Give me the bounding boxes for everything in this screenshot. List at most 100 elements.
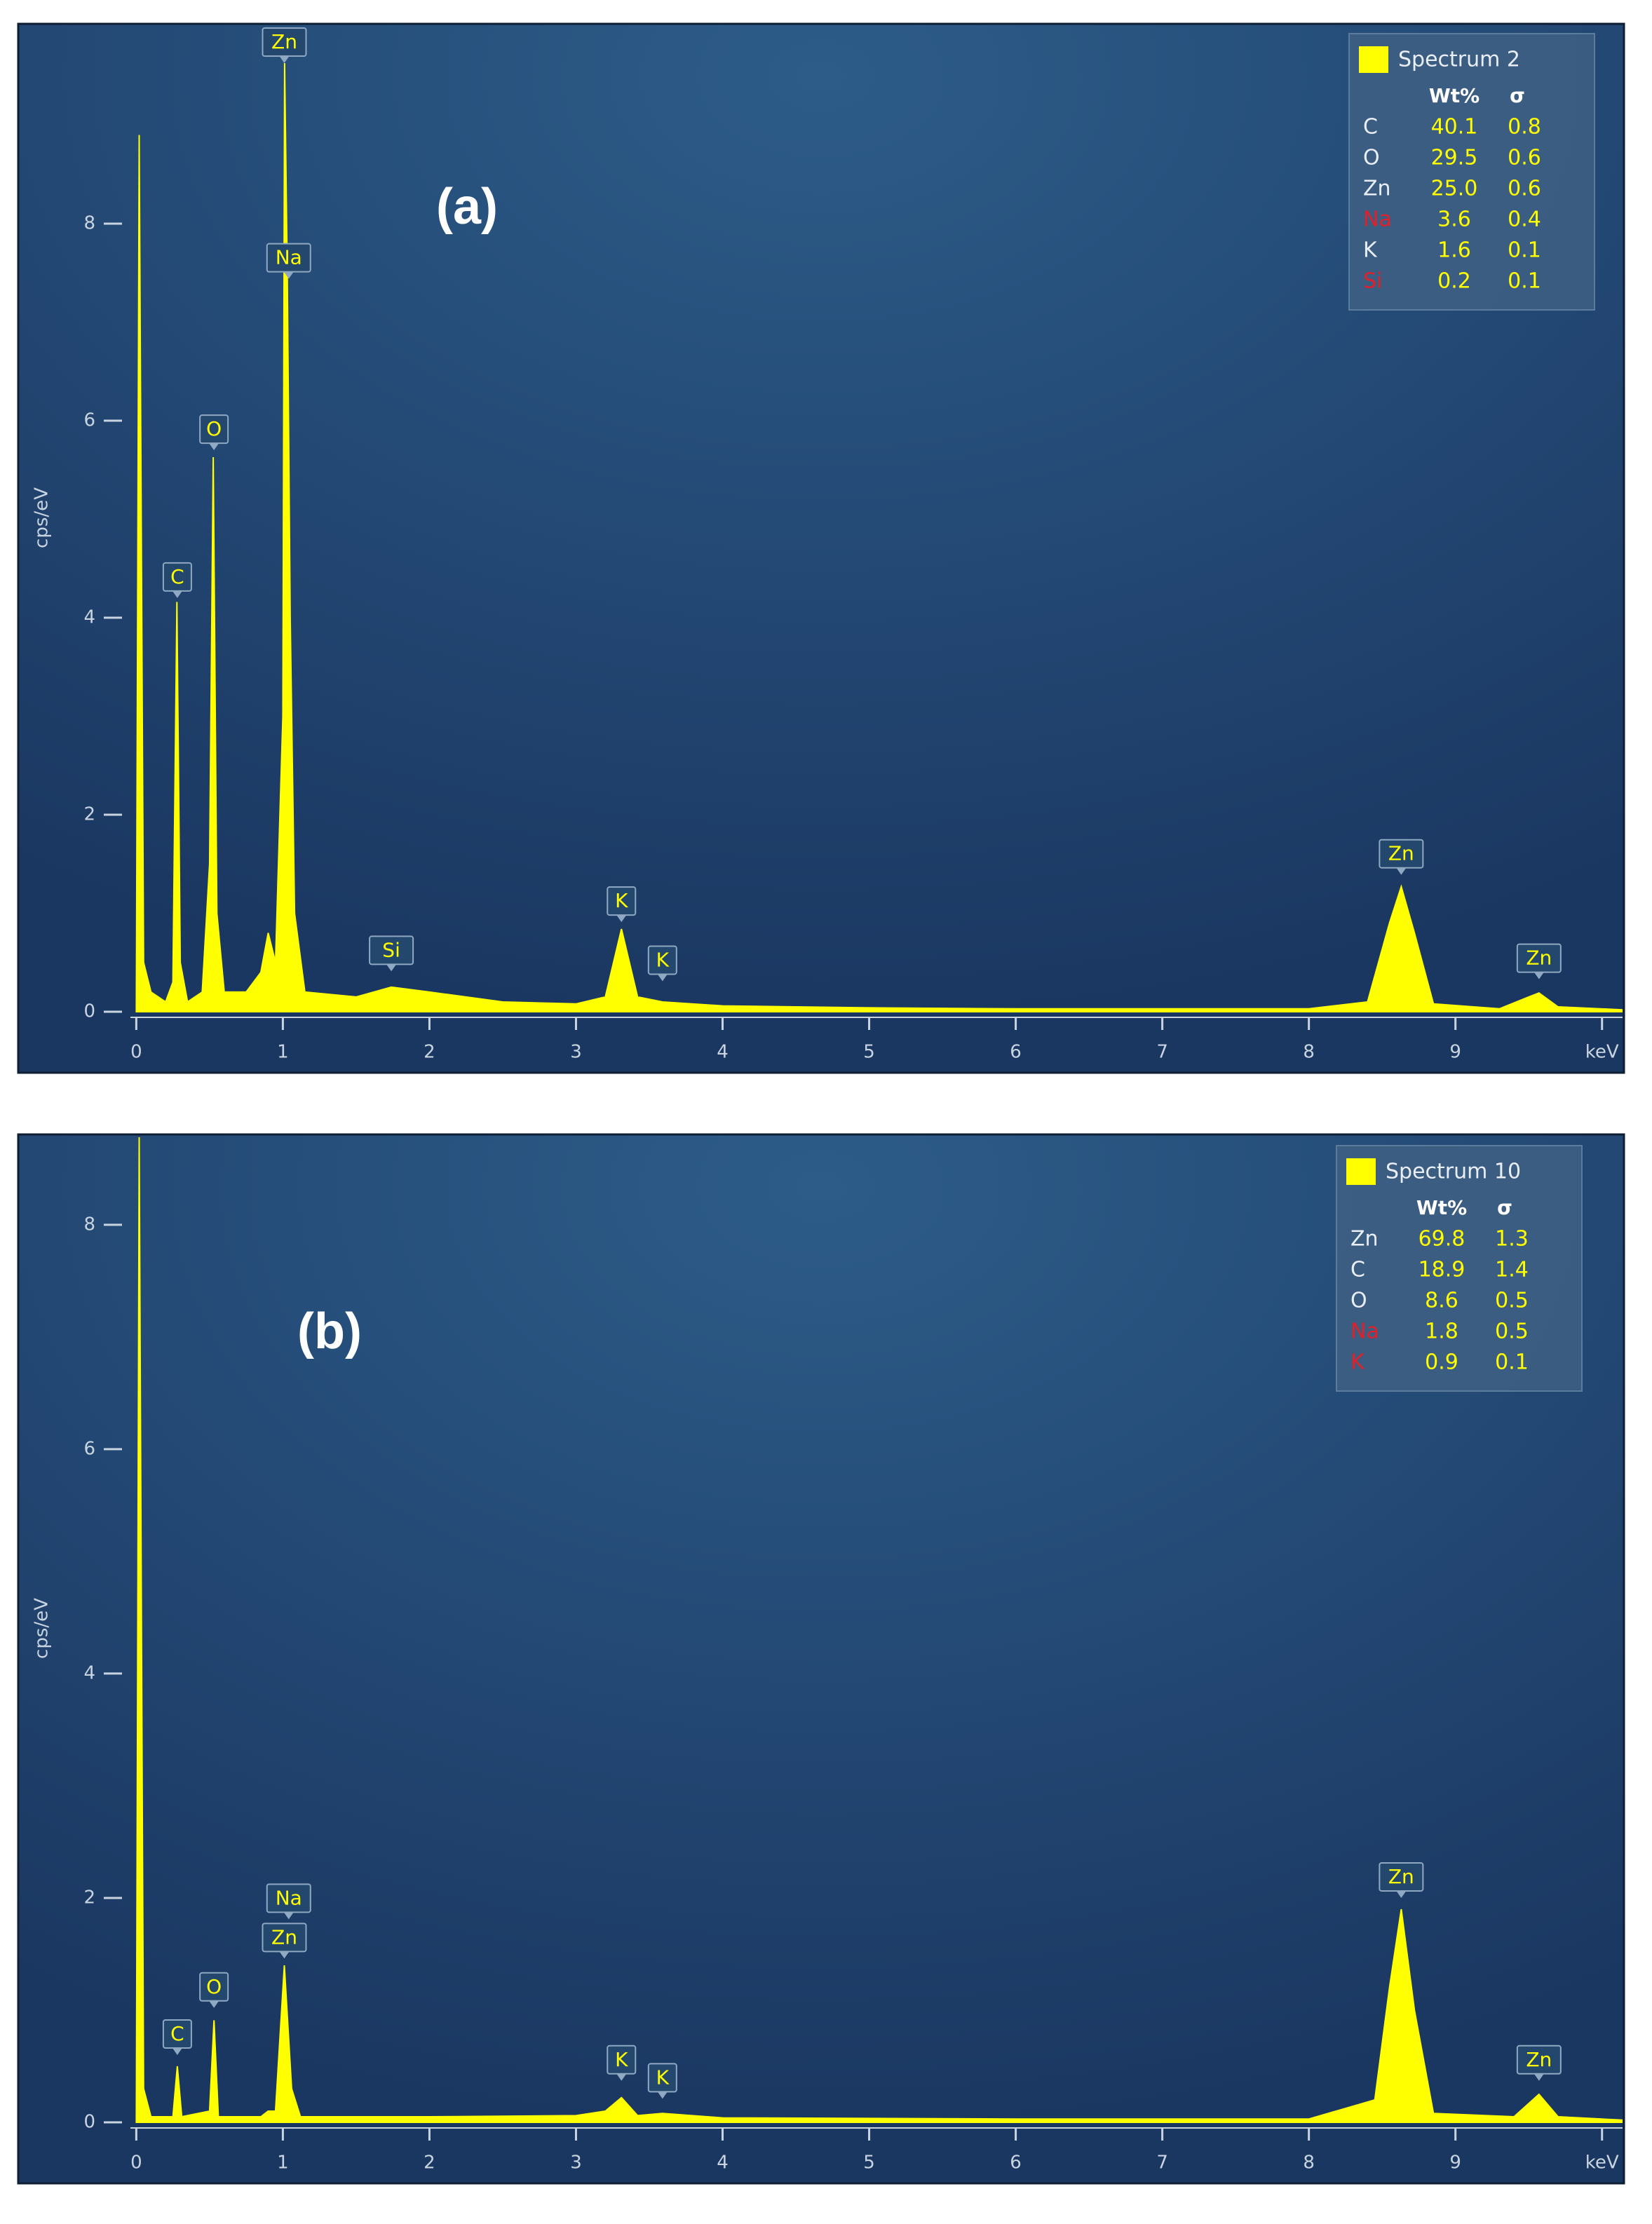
legend-column: Wt% — [1429, 84, 1480, 107]
peak-label: O — [206, 417, 222, 440]
peak-pointer — [209, 443, 219, 451]
peak-pointer — [172, 590, 182, 598]
peak-pointer — [657, 974, 668, 982]
peak-label-box — [1516, 2045, 1562, 2075]
legend-sigma: 0.6 — [1508, 146, 1541, 170]
y-tick-label: 0 — [83, 2112, 95, 2133]
x-tick-label: 9 — [1449, 1042, 1461, 1063]
peak-label: K — [656, 2066, 670, 2089]
peak-label: C — [170, 565, 184, 588]
legend-wt: 18.9 — [1419, 1258, 1465, 1282]
legend-element: Zn — [1350, 1227, 1379, 1252]
x-tick-label: 1 — [277, 1042, 289, 1063]
legend-element: O — [1350, 1289, 1367, 1313]
x-tick-label: 1 — [277, 2152, 289, 2174]
x-tick-label: 0 — [130, 1042, 142, 1063]
x-tick-label: 4 — [717, 1042, 729, 1063]
legend-name: Spectrum 10 — [1386, 1160, 1521, 1184]
x-tick-label: 6 — [1010, 2152, 1022, 2174]
peak-pointer — [1533, 2073, 1544, 2081]
legend-wt: 3.6 — [1437, 208, 1471, 232]
legend-sigma: 0.8 — [1508, 115, 1541, 140]
legend-swatch — [1346, 1158, 1376, 1185]
legend-column: σ — [1510, 84, 1525, 107]
peak-label: Zn — [1388, 1865, 1414, 1888]
legend-element: Na — [1350, 1320, 1379, 1344]
y-tick-label: 8 — [83, 213, 95, 234]
legend-sigma: 0.6 — [1508, 177, 1541, 201]
y-axis-label: cps/eV — [32, 1598, 53, 1659]
legend-wt: 29.5 — [1431, 146, 1478, 170]
legend-element: C — [1363, 115, 1378, 140]
peak-pointer — [616, 2073, 627, 2081]
legend-wt: 1.8 — [1425, 1320, 1458, 1344]
y-tick-label: 4 — [83, 607, 95, 628]
x-tick-label: 3 — [570, 1042, 582, 1063]
x-tick-label: keV — [1585, 1042, 1619, 1063]
peak-label: Si — [382, 938, 400, 961]
peak-label: Zn — [1526, 2048, 1552, 2071]
legend-box — [1336, 1145, 1583, 1392]
spectrum-area — [135, 1137, 1623, 2123]
x-tick-label: 0 — [130, 2152, 142, 2174]
legend-sigma: 1.4 — [1495, 1258, 1529, 1282]
legend-element: O — [1363, 146, 1380, 170]
legend-sigma: 0.1 — [1495, 1350, 1529, 1375]
peak-pointer — [283, 271, 294, 279]
y-tick-label: 6 — [83, 1438, 95, 1459]
spectrum-area — [135, 62, 1623, 1012]
peak-pointer — [386, 964, 397, 972]
peak-label: K — [615, 2048, 628, 2071]
x-tick-label: 3 — [570, 2152, 582, 2174]
x-tick-label: 7 — [1156, 1042, 1168, 1063]
x-tick-label: 6 — [1010, 1042, 1022, 1063]
peak-pointer — [657, 2091, 668, 2099]
peak-label: C — [170, 2022, 184, 2045]
y-axis-label: cps/eV — [32, 487, 53, 548]
peak-label: Na — [276, 1886, 302, 1909]
x-tick-label: 5 — [863, 1042, 875, 1063]
x-tick-label: 9 — [1449, 2152, 1461, 2174]
legend-element: K — [1363, 238, 1378, 263]
legend-wt: 40.1 — [1431, 115, 1478, 140]
legend-wt: 1.6 — [1437, 238, 1471, 263]
x-tick-label: 4 — [717, 2152, 729, 2174]
panel-label: (b) — [297, 1303, 362, 1360]
legend-element: Zn — [1363, 177, 1391, 201]
peak-pointer — [1396, 867, 1407, 875]
peak-label: Zn — [271, 30, 297, 53]
peak-label: Na — [276, 246, 302, 269]
legend-element: Na — [1363, 208, 1392, 232]
legend-sigma: 0.1 — [1508, 238, 1541, 263]
legend-sigma: 0.5 — [1495, 1320, 1529, 1344]
legend-wt: 0.2 — [1437, 269, 1471, 294]
legend-column: σ — [1497, 1196, 1512, 1219]
x-tick-label: keV — [1585, 2152, 1619, 2174]
legend-wt: 0.9 — [1425, 1350, 1458, 1375]
peak-label: K — [656, 948, 670, 971]
panel: 0 1 2 3 4 5 6 7 8 9 keV02468cps/eVZnNaOCSiKKZnZn(a… — [17, 22, 1625, 1074]
x-tick-label: 7 — [1156, 2152, 1168, 2174]
y-tick-label: 4 — [83, 1662, 95, 1683]
peak-pointer — [172, 2047, 182, 2055]
peak-label: O — [206, 1975, 222, 1998]
y-tick-label: 2 — [83, 804, 95, 825]
legend-element: K — [1350, 1350, 1365, 1375]
y-tick-label: 6 — [83, 410, 95, 431]
y-tick-label: 2 — [83, 1887, 95, 1908]
x-tick-label: 2 — [424, 1042, 435, 1063]
legend-swatch — [1359, 46, 1388, 73]
legend-wt: 69.8 — [1419, 1227, 1465, 1252]
legend-sigma: 1.3 — [1495, 1227, 1529, 1252]
peak-pointer — [209, 2000, 219, 2008]
panel: 0 1 2 3 4 5 6 7 8 9 keV02468cps/eVCOZnNaKKZnZn(b)S… — [17, 1133, 1625, 2185]
legend-wt: 8.6 — [1425, 1289, 1458, 1313]
peak-pointer — [279, 1951, 290, 1959]
peak-label: K — [615, 889, 628, 912]
legend-sigma: 0.4 — [1508, 208, 1541, 232]
x-tick-label: 8 — [1303, 2152, 1315, 2174]
peak-pointer — [616, 915, 627, 923]
peak-label-box — [607, 2045, 637, 2075]
